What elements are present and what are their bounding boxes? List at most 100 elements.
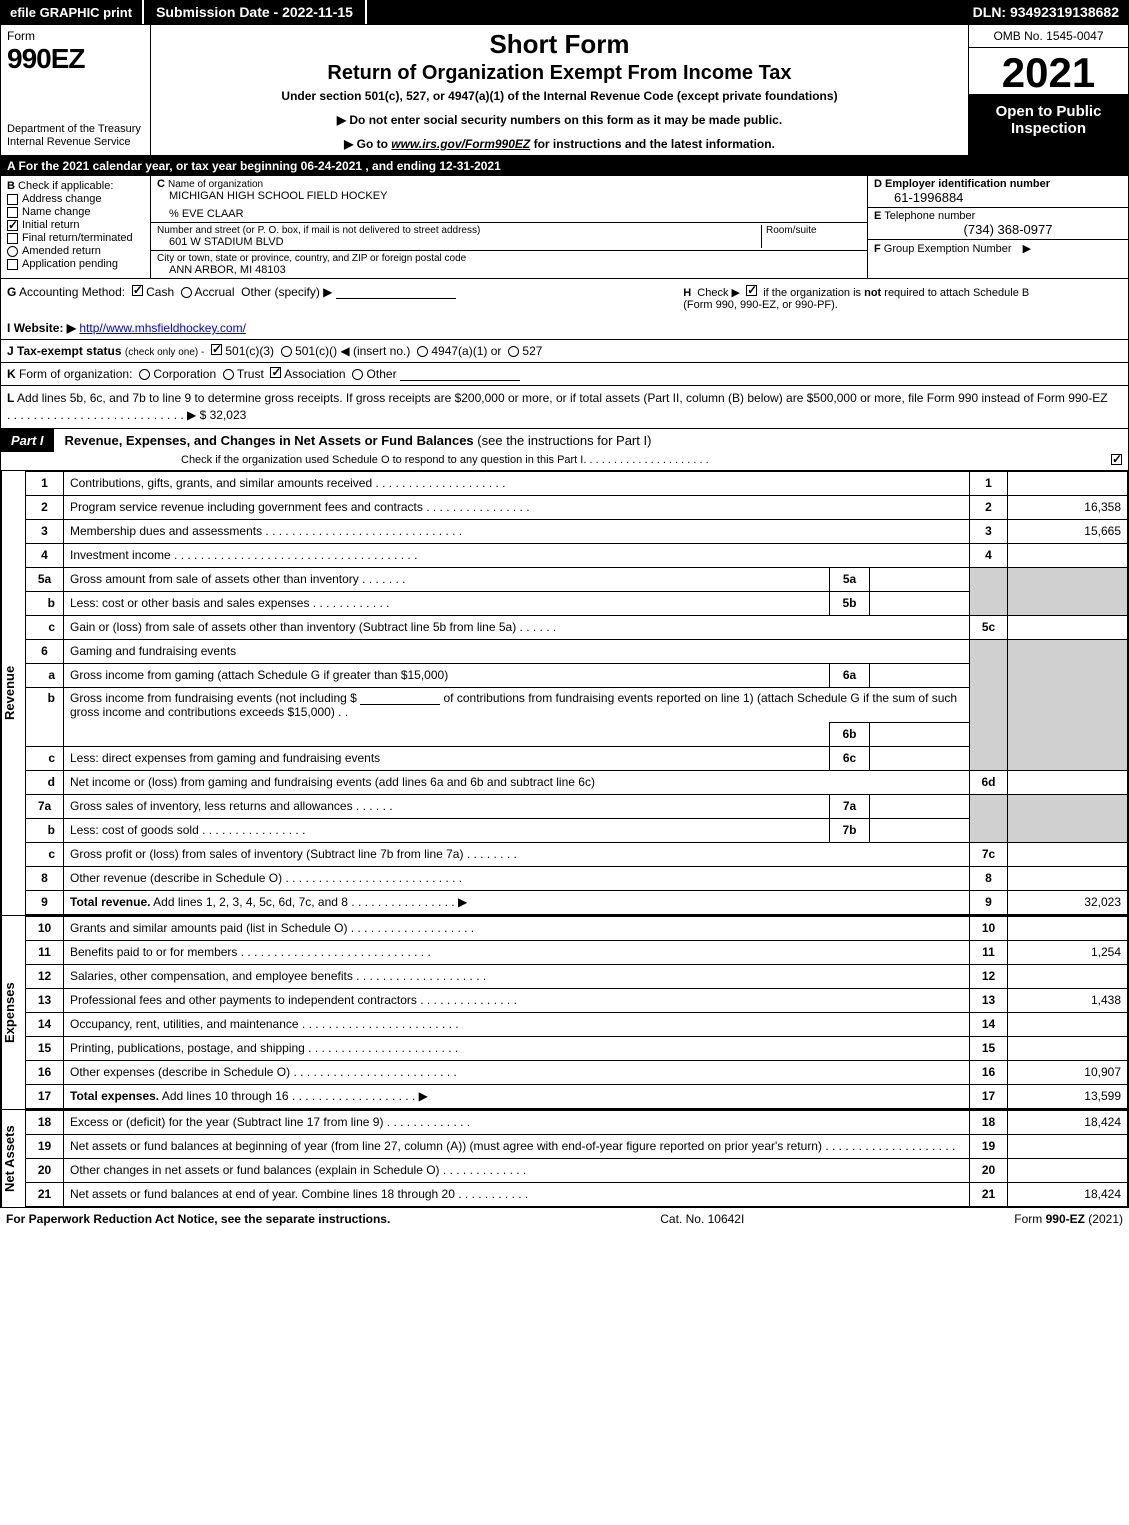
- line-5b: b Less: cost or other basis and sales ex…: [26, 591, 1128, 615]
- group-label: Group Exemption Number: [884, 243, 1012, 255]
- opt-name-change[interactable]: Name change: [7, 206, 144, 218]
- checkbox-501c3[interactable]: [211, 344, 222, 355]
- tel-value: (734) 368-0977: [874, 222, 1122, 237]
- j-o2b: ) ◀ (insert no.): [333, 344, 410, 358]
- radio-accrual[interactable]: [181, 287, 192, 298]
- line-col: 6d: [970, 770, 1008, 794]
- line-9: 9 Total revenue. Add lines 1, 2, 3, 4, 5…: [26, 890, 1128, 914]
- radio-4947[interactable]: [417, 346, 428, 357]
- inner-val: [870, 567, 970, 591]
- shaded-cell: [1008, 746, 1128, 770]
- line-21: 21 Net assets or fund balances at end of…: [26, 1182, 1128, 1206]
- header-left: Form 990EZ Department of the Treasury In…: [1, 25, 151, 155]
- inner-val: [870, 818, 970, 842]
- line-val: 13,599: [1008, 1084, 1128, 1108]
- dept-treasury: Department of the Treasury: [7, 123, 141, 135]
- j-o3: 4947(a)(1) or: [431, 344, 501, 358]
- line-no: 12: [26, 964, 64, 988]
- line-no: 4: [26, 543, 64, 567]
- line-col: 11: [970, 940, 1008, 964]
- line-desc: Other revenue (describe in Schedule O) .…: [64, 866, 970, 890]
- line-20: 20 Other changes in net assets or fund b…: [26, 1158, 1128, 1182]
- irs-link[interactable]: www.irs.gov/Form990EZ: [391, 137, 530, 151]
- checkbox-h[interactable]: [746, 285, 757, 296]
- line-11: 11 Benefits paid to or for members . . .…: [26, 940, 1128, 964]
- j-text: Tax-exempt status: [17, 344, 121, 358]
- form-label: Form: [7, 29, 144, 43]
- radio-amended-return[interactable]: [7, 246, 18, 257]
- opt-application-pending[interactable]: Application pending: [7, 258, 144, 270]
- shaded-cell: [970, 591, 1008, 615]
- line-col: 12: [970, 964, 1008, 988]
- part1-header: Part I Revenue, Expenses, and Changes in…: [1, 429, 1128, 452]
- line-val: 1,438: [1008, 988, 1128, 1012]
- line-6b: b Gross income from fundraising events (…: [26, 687, 1128, 722]
- k-o4: Other: [367, 367, 397, 381]
- line-17: 17 Total expenses. Add lines 10 through …: [26, 1084, 1128, 1108]
- h-text4: (Form 990, 990-EZ, or 990-PF).: [683, 299, 838, 311]
- line-6d: d Net income or (loss) from gaming and f…: [26, 770, 1128, 794]
- radio-other[interactable]: [352, 369, 363, 380]
- street-label: Number and street (or P. O. box, if mail…: [157, 225, 761, 236]
- ein-label: Employer identification number: [885, 178, 1050, 190]
- checkbox-name-change[interactable]: [7, 207, 18, 218]
- l6b-blank[interactable]: [360, 693, 440, 705]
- line-desc: Program service revenue including govern…: [64, 495, 970, 519]
- opt-initial-return[interactable]: Initial return: [7, 219, 144, 231]
- inner-no: 5a: [830, 567, 870, 591]
- line-16: 16 Other expenses (describe in Schedule …: [26, 1060, 1128, 1084]
- l-label: L: [7, 391, 14, 405]
- h-text1: Check ▶: [697, 287, 740, 299]
- dln: DLN: 93492319138682: [963, 0, 1129, 24]
- line-no: a: [26, 663, 64, 687]
- radio-501c[interactable]: [281, 346, 292, 357]
- line-14: 14 Occupancy, rent, utilities, and maint…: [26, 1012, 1128, 1036]
- line-val: [1008, 842, 1128, 866]
- j-o1: 501(c)(3): [225, 344, 274, 358]
- checkbox-final-return[interactable]: [7, 233, 18, 244]
- k-other-blank[interactable]: [400, 369, 520, 381]
- radio-corporation[interactable]: [139, 369, 150, 380]
- checkbox-schedule-o[interactable]: [1111, 454, 1122, 465]
- line-val: 10,907: [1008, 1060, 1128, 1084]
- efile-print-button[interactable]: efile GRAPHIC print: [0, 0, 144, 24]
- j-o4: 527: [522, 344, 542, 358]
- line-val: [1008, 1036, 1128, 1060]
- radio-527[interactable]: [508, 346, 519, 357]
- opt-amended-return[interactable]: Amended return: [7, 245, 144, 257]
- row-l: L Add lines 5b, 6c, and 7b to line 9 to …: [1, 386, 1128, 429]
- shaded-cell: [1008, 663, 1128, 687]
- form-title: Short Form: [159, 29, 960, 60]
- line-no: c: [26, 746, 64, 770]
- line-6a: a Gross income from gaming (attach Sched…: [26, 663, 1128, 687]
- opt-label: Initial return: [22, 219, 79, 231]
- j-sub: (check only one) -: [125, 347, 204, 358]
- line-val: [1008, 615, 1128, 639]
- website-link[interactable]: http//www.mhsfieldhockey.com/: [79, 321, 246, 335]
- line-no: 17: [26, 1084, 64, 1108]
- shaded-cell: [970, 639, 1008, 663]
- line-3: 3 Membership dues and assessments . . . …: [26, 519, 1128, 543]
- line-desc: Printing, publications, postage, and shi…: [64, 1036, 970, 1060]
- checkbox-cash[interactable]: [132, 285, 143, 296]
- opt-address-change[interactable]: Address change: [7, 193, 144, 205]
- radio-trust[interactable]: [223, 369, 234, 380]
- opt-label: Final return/terminated: [22, 232, 133, 244]
- shaded-cell: [970, 663, 1008, 687]
- expenses-section: Expenses 10 Grants and similar amounts p…: [1, 916, 1128, 1110]
- checkbox-initial-return[interactable]: [7, 220, 18, 231]
- line-val: 1,254: [1008, 940, 1128, 964]
- line-col: 5c: [970, 615, 1008, 639]
- column-c: C Name of organization MICHIGAN HIGH SCH…: [151, 176, 868, 278]
- checkbox-address-change[interactable]: [7, 194, 18, 205]
- opt-final-return[interactable]: Final return/terminated: [7, 232, 144, 244]
- k-label: K: [7, 367, 16, 381]
- line-val: [1008, 1012, 1128, 1036]
- line-col: 19: [970, 1134, 1008, 1158]
- form-footer: For Paperwork Reduction Act Notice, see …: [0, 1208, 1129, 1230]
- line-desc: Less: cost or other basis and sales expe…: [64, 591, 830, 615]
- checkbox-application-pending[interactable]: [7, 259, 18, 270]
- checkbox-association[interactable]: [270, 367, 281, 378]
- c-name-row: C Name of organization MICHIGAN HIGH SCH…: [151, 176, 867, 223]
- g-other-blank[interactable]: [336, 287, 456, 299]
